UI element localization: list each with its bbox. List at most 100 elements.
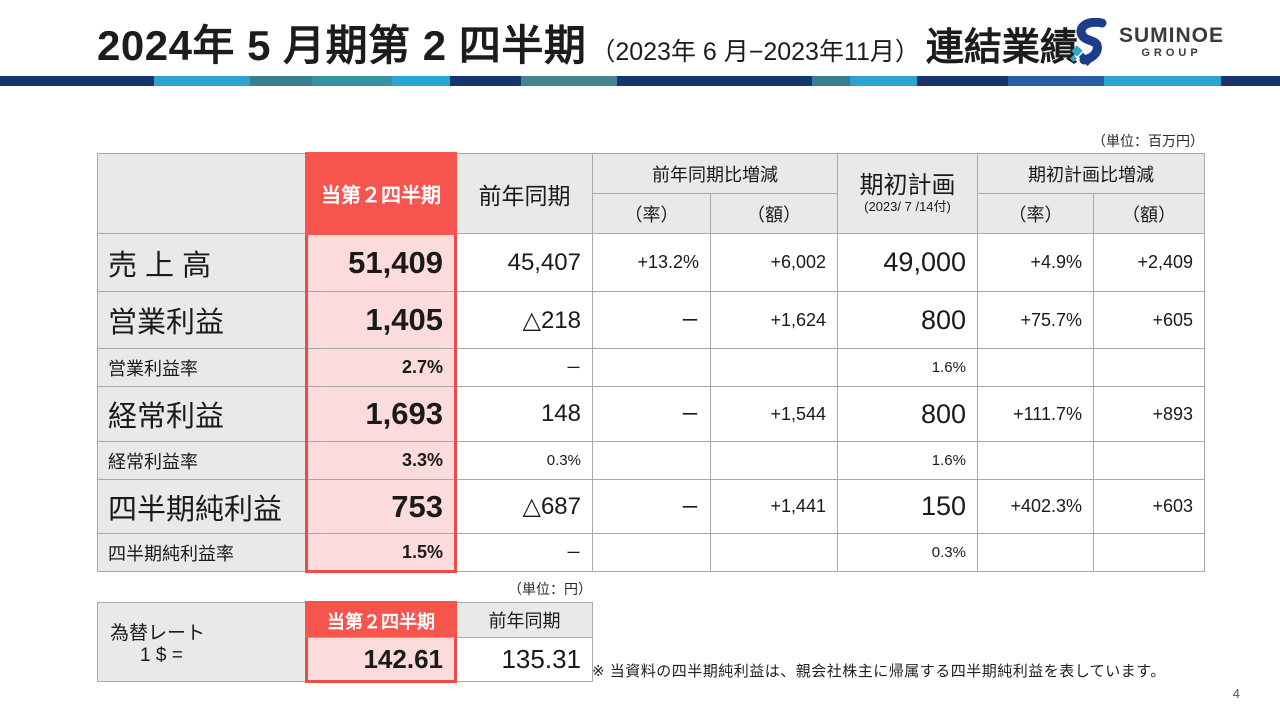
table-row-net-sales: 売 上 高 51,409 45,407 +13.2% +6,002 49,000… — [97, 233, 1205, 292]
color-bar-segment — [0, 76, 154, 86]
col-header-prev-year: 前年同期 — [455, 153, 593, 234]
col-header-current-quarter: 当第２四半期 — [305, 152, 457, 235]
plan-rate-value — [977, 348, 1094, 387]
page-number: 4 — [1232, 686, 1240, 701]
color-bar-segment — [450, 76, 521, 86]
yoy-rate-value: ー — [592, 479, 711, 534]
prev-year-value: ー — [455, 348, 593, 387]
plan-value: 0.3% — [837, 533, 978, 572]
row-label: 四半期純利益率 — [97, 533, 307, 572]
col-header-initial-plan: 期初計画 (2023/ 7 /14付) — [837, 153, 978, 234]
yoy-amount-value: +1,441 — [710, 479, 838, 534]
current-value: 1,405 — [305, 291, 457, 349]
current-value: 51,409 — [305, 233, 457, 292]
col-header-yoy-rate: （率） — [592, 193, 711, 234]
color-bar-segment — [917, 76, 1008, 86]
suminoe-s-icon — [1069, 18, 1107, 66]
current-value: 1.5% — [305, 533, 457, 573]
title-subject: 連結業績 — [925, 27, 1078, 69]
table-row-ordinary-margin: 経常利益率 3.3% 0.3% 1.6% — [97, 441, 1205, 480]
fx-header-prev-year: 前年同期 — [455, 602, 593, 638]
logo-group-label: GROUP — [1141, 46, 1202, 59]
table-row-ordinary-income: 経常利益 1,693 148 ー +1,544 800 +111.7% +893 — [97, 386, 1205, 442]
yoy-rate-value — [592, 533, 711, 572]
row-label: 営業利益 — [97, 291, 307, 349]
plan-value: 49,000 — [837, 233, 978, 292]
plan-rate-value: +111.7% — [977, 386, 1094, 442]
plan-rate-value — [977, 441, 1094, 480]
current-value: 1,693 — [305, 386, 457, 442]
page-title: 2024年 5 月期第 2 四半期 （2023年 6 月−2023年11月） 連結業… — [97, 12, 1078, 73]
unit-label-million-yen: （単位：百万円） — [1092, 133, 1204, 149]
fx-label-title: 為替レート — [110, 622, 206, 644]
prev-year-value: △218 — [455, 291, 593, 349]
row-label: 経常利益 — [97, 386, 307, 442]
title-date-range: （2023年 6 月−2023年11月） — [590, 38, 920, 66]
prev-year-value: ー — [455, 533, 593, 572]
plan-value: 150 — [837, 479, 978, 534]
company-logo: SUMINOE GROUP — [1068, 18, 1224, 66]
row-label: 売 上 高 — [97, 233, 307, 292]
yoy-amount-value — [710, 348, 838, 387]
plan-rate-value — [977, 533, 1094, 572]
col-header-plan-amount: （額） — [1093, 193, 1205, 234]
color-bar-segment — [850, 76, 917, 86]
prev-year-value: △687 — [455, 479, 593, 534]
yoy-rate-value: ー — [592, 386, 711, 442]
plan-amount-value: +893 — [1093, 386, 1205, 442]
yoy-amount-value — [710, 533, 838, 572]
fx-current-value: 142.61 — [305, 637, 457, 683]
col-header-yoy-group: 前年同期比増減 — [592, 153, 838, 194]
yoy-rate-value — [592, 348, 711, 387]
exchange-rate-table: 為替レート 1 $ = 当第２四半期 前年同期 142.61 135.31 — [97, 601, 593, 683]
fx-header-current-quarter: 当第２四半期 — [305, 601, 457, 638]
color-bar-segment — [154, 76, 250, 86]
table-row-operating-margin: 営業利益率 2.7% ー 1.6% — [97, 348, 1205, 387]
fx-prev-value: 135.31 — [455, 637, 593, 682]
plan-amount-value — [1093, 348, 1205, 387]
logo-name: SUMINOE — [1119, 23, 1225, 47]
color-bar-segment — [1221, 76, 1280, 86]
yoy-amount-value — [710, 441, 838, 480]
yoy-amount-value: +6,002 — [710, 233, 838, 292]
color-bar-segment — [1104, 76, 1221, 86]
plan-header-date: (2023/ 7 /14付) — [864, 199, 951, 214]
prev-year-value: 148 — [455, 386, 593, 442]
row-label: 四半期純利益 — [97, 479, 307, 534]
plan-amount-value: +603 — [1093, 479, 1205, 534]
footnote: ※ 当資料の四半期純利益は、親会社株主に帰属する四半期純利益を表しています。 — [592, 663, 1166, 680]
plan-amount-value: +605 — [1093, 291, 1205, 349]
color-bar-segment — [312, 76, 392, 86]
plan-amount-value — [1093, 533, 1205, 572]
results-table: 当第２四半期 前年同期 前年同期比増減 期初計画 (2023/ 7 /14付) … — [97, 152, 1205, 573]
fx-label-unit: 1 $ = — [140, 644, 183, 666]
unit-label-yen: （単位：円） — [508, 581, 592, 597]
table-row-operating-income: 営業利益 1,405 △218 ー +1,624 800 +75.7% +605 — [97, 291, 1205, 349]
logo-text: SUMINOE GROUP — [1119, 23, 1225, 60]
plan-value: 1.6% — [837, 441, 978, 480]
color-bar-segment — [521, 76, 617, 86]
current-value: 2.7% — [305, 348, 457, 387]
yoy-rate-value — [592, 441, 711, 480]
color-bar-segment — [617, 76, 812, 86]
row-label: 営業利益率 — [97, 348, 307, 387]
yoy-amount-value: +1,544 — [710, 386, 838, 442]
col-header-plan-rate: （率） — [977, 193, 1094, 234]
color-bar-segment — [392, 76, 450, 86]
plan-rate-value: +402.3% — [977, 479, 1094, 534]
prev-year-value: 45,407 — [455, 233, 593, 292]
plan-amount-value — [1093, 441, 1205, 480]
row-label: 経常利益率 — [97, 441, 307, 480]
plan-amount-value: +2,409 — [1093, 233, 1205, 292]
plan-value: 1.6% — [837, 348, 978, 387]
plan-rate-value: +75.7% — [977, 291, 1094, 349]
fx-row-label: 為替レート 1 $ = — [97, 602, 307, 682]
plan-value: 800 — [837, 386, 978, 442]
yoy-amount-value: +1,624 — [710, 291, 838, 349]
color-bar-segment — [1008, 76, 1104, 86]
yoy-rate-value: +13.2% — [592, 233, 711, 292]
table-row-quarterly-net-income: 四半期純利益 753 △687 ー +1,441 150 +402.3% +60… — [97, 479, 1205, 534]
table-row-quarterly-net-margin: 四半期純利益率 1.5% ー 0.3% — [97, 533, 1205, 573]
plan-value: 800 — [837, 291, 978, 349]
